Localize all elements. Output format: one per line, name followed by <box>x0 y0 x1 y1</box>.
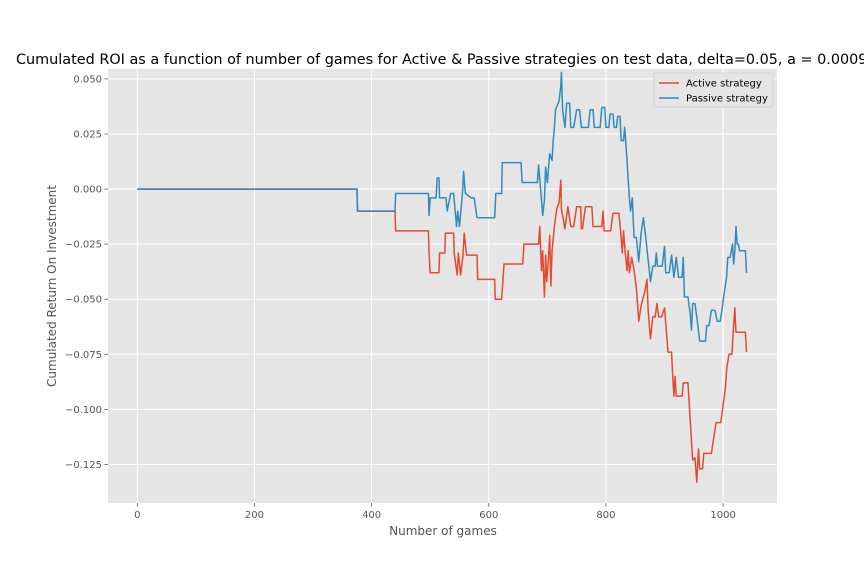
x-tick-label: 800 <box>596 510 615 521</box>
active-strategy-line <box>137 179 748 483</box>
y-tick-label: −0.125 <box>65 460 102 471</box>
y-gridlines <box>108 78 777 465</box>
legend-label-active: Active strategy <box>686 79 762 90</box>
x-tick-label: 1000 <box>710 510 735 521</box>
y-tick-label: −0.025 <box>65 240 102 251</box>
y-tick-label: 0.050 <box>73 74 102 85</box>
x-tick-label: 400 <box>362 510 381 521</box>
y-tick-label: 0.000 <box>73 185 102 196</box>
passive-strategy-line <box>137 71 748 342</box>
x-tick-labels: 0 200 400 600 800 1000 <box>134 503 736 521</box>
y-tick-label: −0.050 <box>65 295 102 306</box>
series-layer <box>137 71 748 483</box>
x-tick-label: 0 <box>134 510 140 521</box>
legend-label-passive: Passive strategy <box>686 94 768 105</box>
legend-box <box>653 72 774 108</box>
y-tick-label: −0.075 <box>65 350 102 361</box>
y-tick-label: 0.025 <box>73 129 102 140</box>
chart-title: Cumulated ROI as a function of number of… <box>16 52 864 68</box>
legend: Active strategy Passive strategy <box>653 72 774 108</box>
y-tick-labels: −0.125 −0.100 −0.075 −0.050 −0.025 0.000 0.025… <box>65 74 108 471</box>
y-tick-label: −0.100 <box>65 405 102 416</box>
x-axis-label: Number of games <box>389 524 497 538</box>
y-axis-label: Cumulated Return On Investment <box>45 185 59 387</box>
plot-area <box>108 69 777 503</box>
x-tick-label: 600 <box>479 510 498 521</box>
x-gridlines <box>136 69 724 503</box>
x-tick-label: 200 <box>245 510 264 521</box>
